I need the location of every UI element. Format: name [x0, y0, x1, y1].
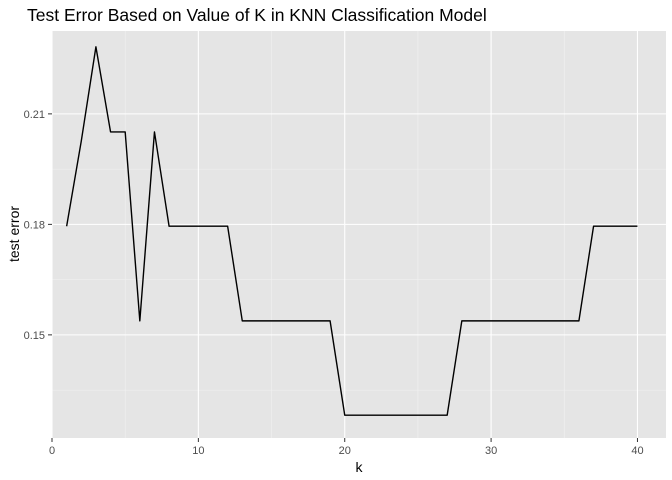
series-line — [65, 46, 638, 416]
minor-gridlines — [52, 31, 666, 438]
x-tick-label: 10 — [192, 445, 204, 457]
x-tick-label: 0 — [49, 445, 55, 457]
x-axis-title: k — [356, 459, 364, 475]
x-axis: 0 10 20 30 40 — [49, 438, 644, 457]
x-tick-label: 20 — [339, 445, 351, 457]
chart-title: Test Error Based on Value of K in KNN Cl… — [27, 5, 487, 25]
x-tick-label: 40 — [631, 445, 643, 457]
y-tick-label: 0.15 — [24, 330, 45, 342]
y-tick-label: 0.18 — [24, 219, 45, 231]
plot-panel — [52, 31, 666, 438]
y-axis-title: test error — [6, 206, 22, 262]
major-gridlines — [51, 31, 666, 438]
y-tick-label: 0.21 — [24, 109, 45, 121]
y-axis: 0.15 0.18 0.21 — [24, 109, 52, 342]
x-tick-label: 30 — [485, 445, 497, 457]
